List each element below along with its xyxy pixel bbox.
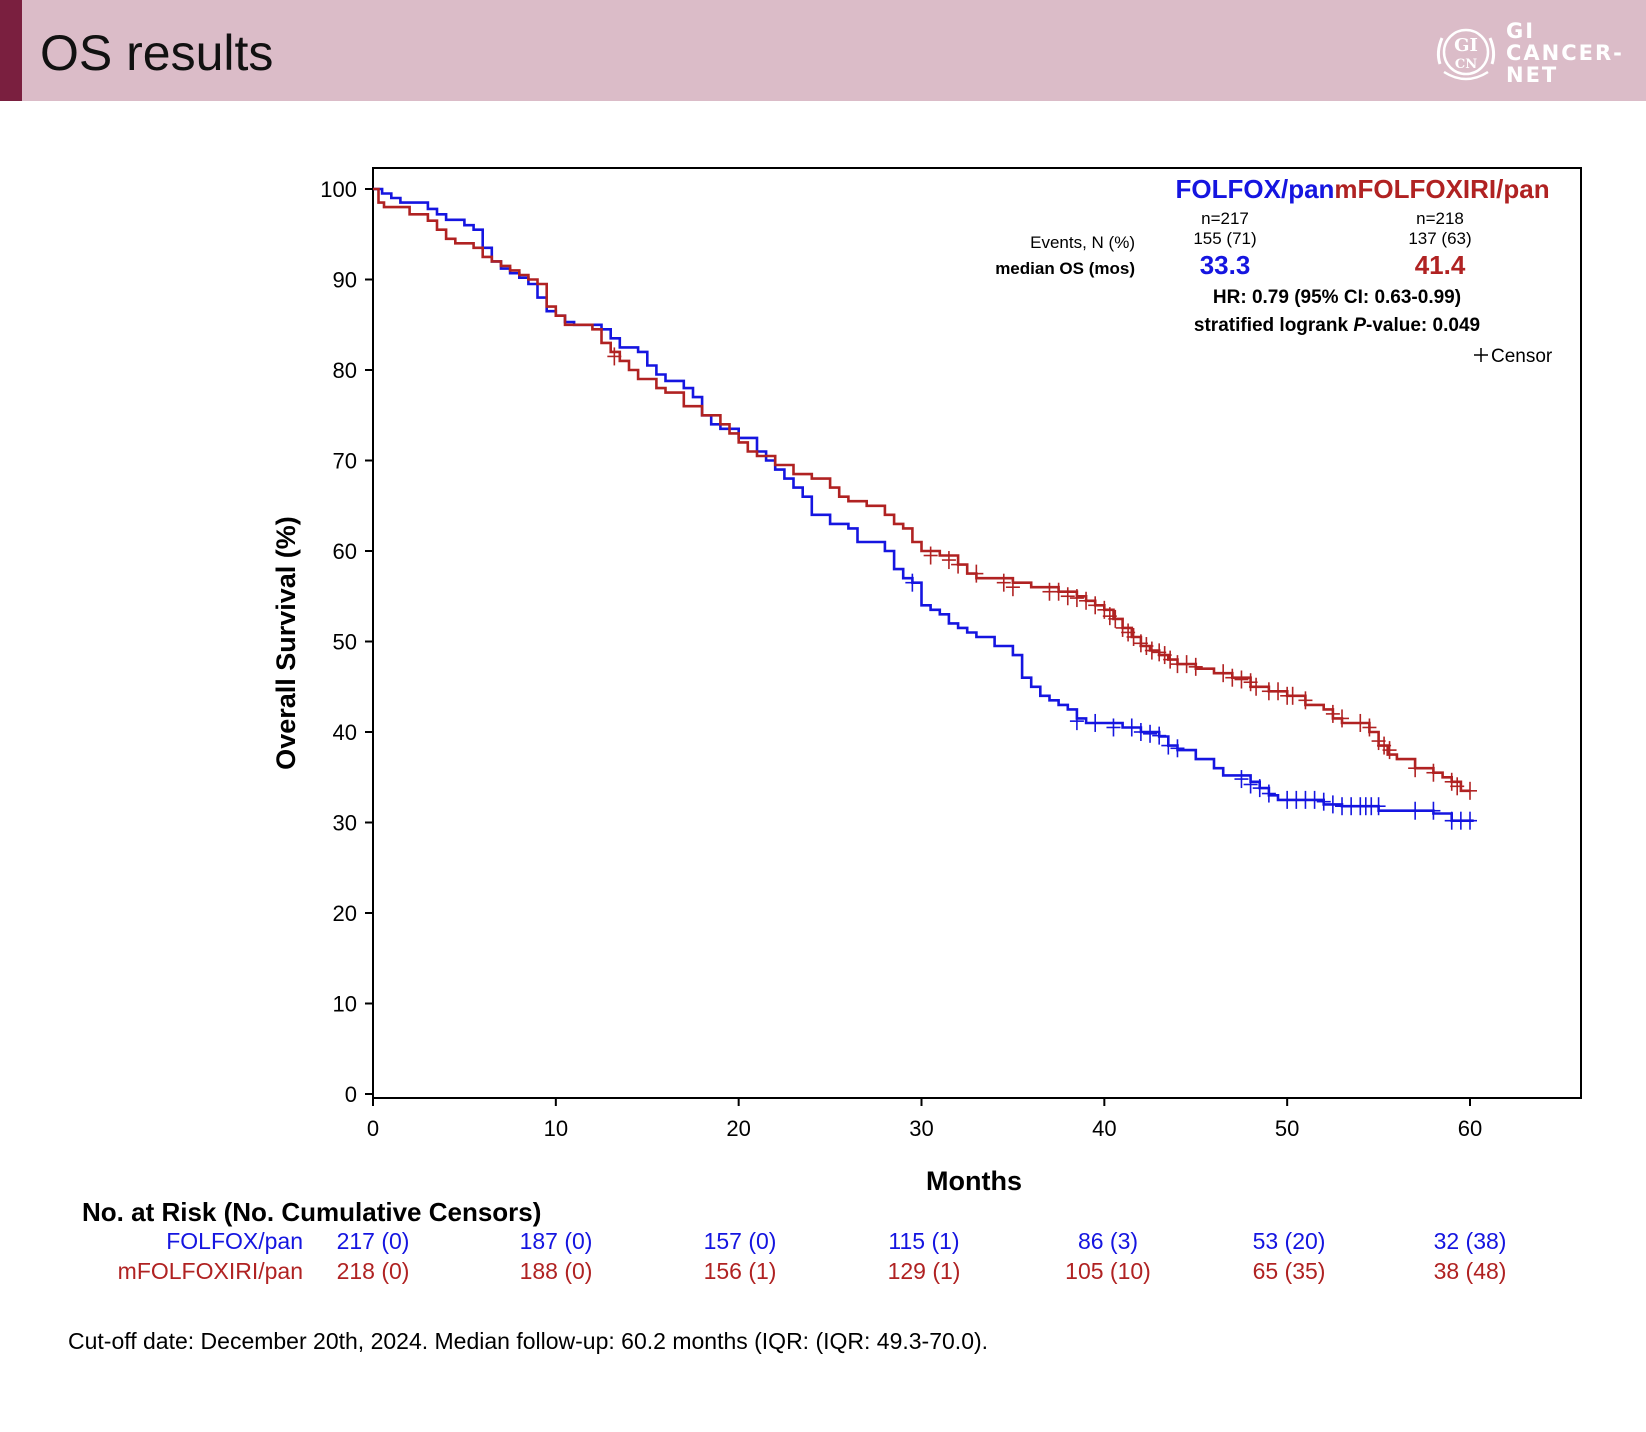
risk-cell: 187 (0)	[519, 1228, 593, 1254]
x-tick-label: 40	[1092, 1116, 1116, 1141]
plot-layer: 0 10 20 30 40 50 60 70 80 90 100 0 10 20 30 40 50 60	[320, 167, 1582, 1141]
risk-table-title: No. at Risk (No. Cumulative Censors)	[82, 1197, 542, 1227]
legend-median-label: median OS (mos)	[995, 259, 1135, 278]
logrank-suffix: -value: 0.049	[1366, 315, 1480, 336]
risk-cell: 217 (0)	[336, 1228, 410, 1254]
page-title: OS results	[40, 25, 274, 81]
x-tick-label: 50	[1275, 1116, 1299, 1141]
footnote: Cut-off date: December 20th, 2024. Media…	[68, 1328, 989, 1354]
legend-folfox-name: FOLFOX/pan	[1176, 174, 1335, 204]
risk-cell: 156 (1)	[703, 1258, 777, 1284]
x-tick-label: 20	[726, 1116, 750, 1141]
y-tick-label: 0	[345, 1082, 357, 1107]
x-tick-label: 30	[909, 1116, 933, 1141]
risk-cell: 129 (1)	[887, 1258, 961, 1284]
legend-censor-marker-icon	[1474, 348, 1488, 362]
y-tick-label: 20	[333, 901, 357, 926]
y-axis-label: Overall Survival (%)	[271, 516, 301, 770]
logrank-p: P	[1353, 315, 1366, 336]
legend-folfox-median: 33.3	[1200, 250, 1251, 280]
legend-mfolfoxiri-events: 137 (63)	[1408, 229, 1471, 248]
legend-mfolfoxiri-name: mFOLFOXIRI/pan	[1334, 174, 1549, 204]
x-tick-label: 60	[1458, 1116, 1482, 1141]
legend-mfolfoxiri-median: 41.4	[1415, 250, 1466, 280]
risk-row-label: mFOLFOXIRI/pan	[117, 1258, 303, 1284]
risk-cell: 218 (0)	[336, 1258, 410, 1284]
y-tick-label: 90	[333, 268, 357, 293]
logo-word: NET	[1506, 63, 1559, 87]
legend-mfolfoxiri-n: n=218	[1416, 209, 1464, 228]
hazard-ratio-text: HR: 0.79 (95% CI: 0.63-0.99)	[1213, 287, 1461, 308]
legend-folfox-events: 155 (71)	[1193, 229, 1256, 248]
risk-cell: 188 (0)	[519, 1258, 593, 1284]
header-accent-stripe	[0, 0, 22, 101]
risk-row-label: FOLFOX/pan	[166, 1228, 303, 1254]
x-tick-label: 10	[544, 1116, 568, 1141]
legend-folfox-n: n=217	[1201, 209, 1249, 228]
laurel-emblem-icon: GI CN	[1436, 28, 1496, 81]
risk-cell: 65 (35)	[1252, 1258, 1326, 1284]
logrank-text: stratified logrank P-value: 0.049	[1194, 315, 1480, 336]
y-tick-label: 40	[333, 720, 357, 745]
risk-cell: 115 (1)	[888, 1228, 960, 1254]
risk-cell: 38 (48)	[1433, 1258, 1507, 1284]
y-tick-label: 60	[333, 539, 357, 564]
risk-cell: 86 (3)	[1077, 1228, 1139, 1254]
y-tick-label: 70	[333, 449, 357, 474]
x-tick-label: 0	[367, 1116, 379, 1141]
logo-mark-top: GI	[1454, 35, 1478, 56]
y-tick-label: 10	[333, 992, 357, 1017]
risk-cell: 157 (0)	[703, 1228, 777, 1254]
y-tick-label: 30	[333, 811, 357, 836]
y-tick-label: 100	[320, 177, 357, 202]
legend-events-label: Events, N (%)	[1030, 233, 1135, 252]
y-tick-label: 80	[333, 358, 357, 383]
logo-word: CANCER-	[1506, 41, 1624, 65]
risk-cell: 53 (20)	[1252, 1228, 1326, 1254]
y-tick-label: 50	[333, 630, 357, 655]
logo-word: GI	[1506, 19, 1536, 43]
logo-wordmark: GI CANCER- NET	[1506, 20, 1624, 86]
legend-censor-label: Censor	[1491, 346, 1553, 367]
header-bar	[0, 0, 1646, 101]
plot-frame	[372, 167, 1582, 1099]
x-axis-label: Months	[926, 1166, 1022, 1196]
logrank-prefix: stratified logrank	[1194, 315, 1353, 336]
risk-cell: 32 (38)	[1433, 1228, 1507, 1254]
gi-cancer-net-logo: GI CN GI CANCER- NET	[1428, 12, 1638, 92]
logo-mark-bottom: CN	[1455, 57, 1477, 72]
risk-cell: 105 (10)	[1065, 1258, 1151, 1284]
